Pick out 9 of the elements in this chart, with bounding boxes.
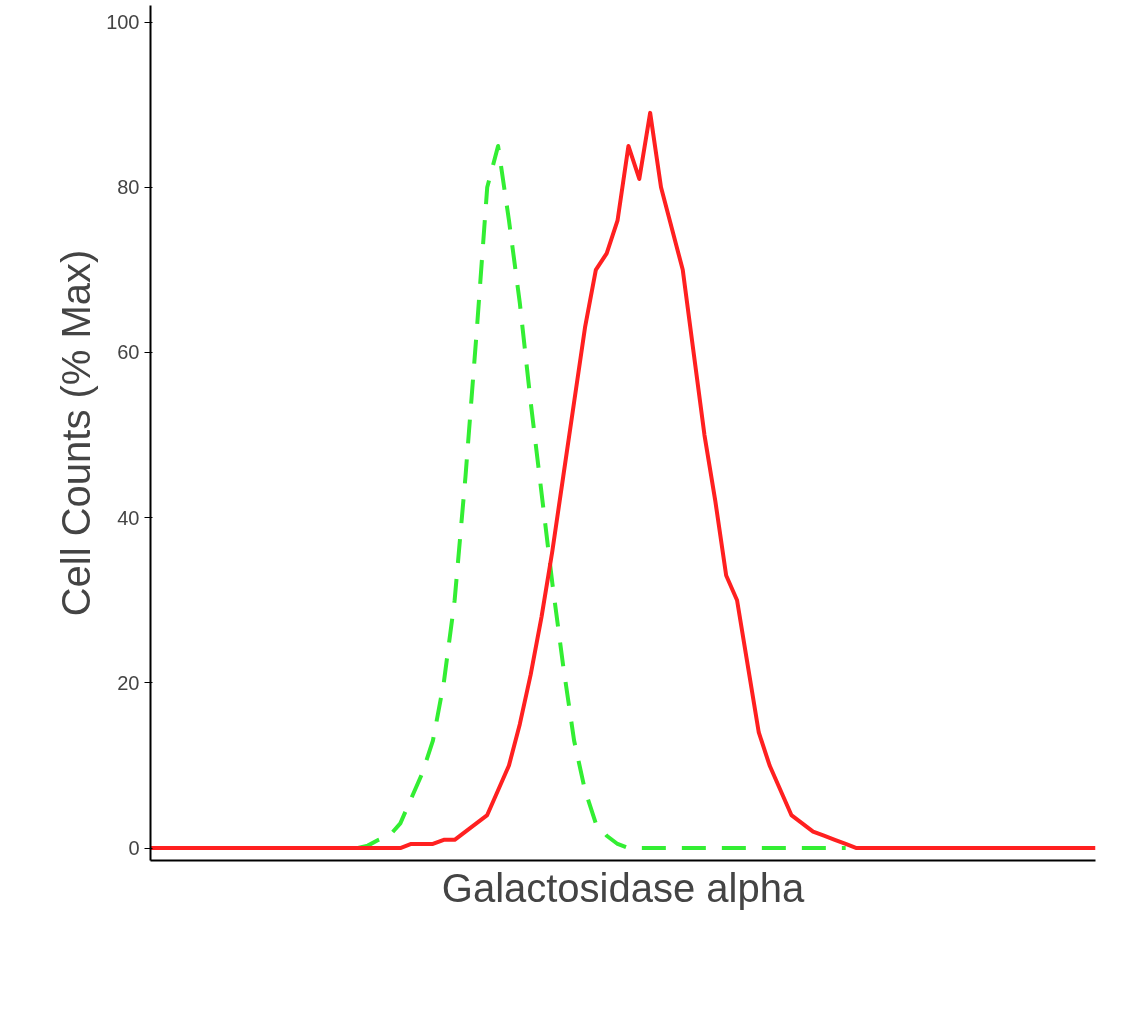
y-tick-label: 0: [128, 837, 140, 860]
x-axis-title: Galactosidase alpha: [441, 865, 805, 910]
line-series: [150, 110, 1096, 851]
y-tick-label: 40: [117, 506, 140, 529]
y-tick-label: 60: [117, 341, 140, 364]
y-tick-label: 20: [117, 671, 140, 694]
y-tick-label: 100: [106, 11, 140, 34]
y-axis-title: Cell Counts (% Max): [54, 249, 99, 617]
y-tick-label: 80: [117, 176, 140, 199]
